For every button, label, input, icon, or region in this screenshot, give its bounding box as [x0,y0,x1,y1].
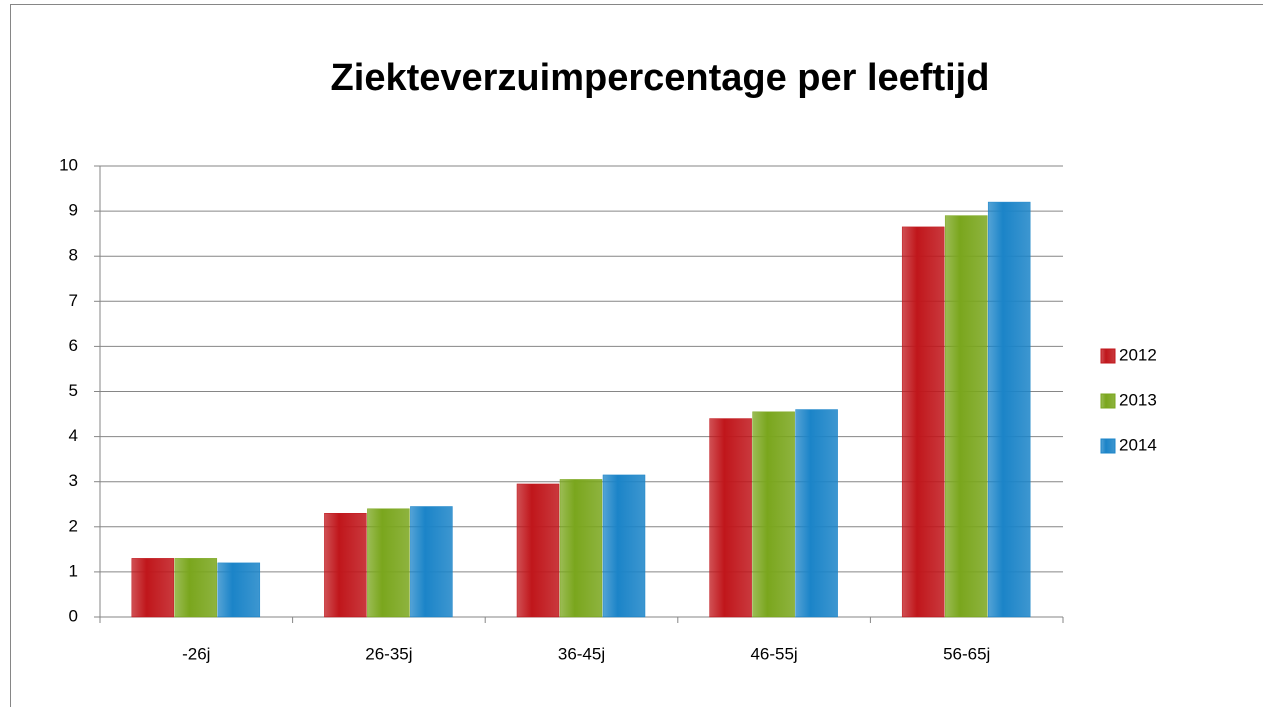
bar [709,418,752,618]
y-tick-label: 10 [59,155,78,174]
bar [752,411,795,618]
x-tick-label: 56-65j [943,644,990,663]
x-tick-label: 36-45j [558,644,605,663]
y-tick-label: 1 [69,561,78,580]
bar [131,558,175,618]
bar [559,479,603,618]
chart-title: Ziekteverzuimpercentage per leeftijd [331,57,990,99]
bar [367,508,410,618]
bar [516,483,560,618]
y-tick-label: 6 [69,336,78,355]
bar [901,226,945,618]
y-tick-label: 7 [69,291,78,310]
legend-label: 2013 [1119,390,1157,409]
bar [174,558,218,618]
bar [217,562,261,618]
y-tick-label: 3 [69,471,78,490]
x-tick-label: 26-35j [365,644,412,663]
x-tick-label: 46-55j [750,644,797,663]
legend-swatch [1100,393,1116,409]
legend-swatch [1100,348,1116,364]
legend-label: 2012 [1119,345,1157,364]
bar [987,201,1031,618]
y-tick-label: 4 [69,426,78,445]
legend-swatch [1100,438,1116,454]
legend-label: 2014 [1119,435,1157,454]
y-tick-label: 8 [69,246,78,265]
y-tick-label: 9 [69,201,78,220]
bar [410,506,453,618]
x-tick-label: -26j [182,644,210,663]
bar [944,215,988,618]
bar [324,513,367,618]
y-tick-label: 5 [69,381,78,400]
y-tick-label: 2 [69,516,78,535]
y-tick-label: 0 [69,606,78,625]
bar [602,474,646,618]
bar [795,409,838,618]
